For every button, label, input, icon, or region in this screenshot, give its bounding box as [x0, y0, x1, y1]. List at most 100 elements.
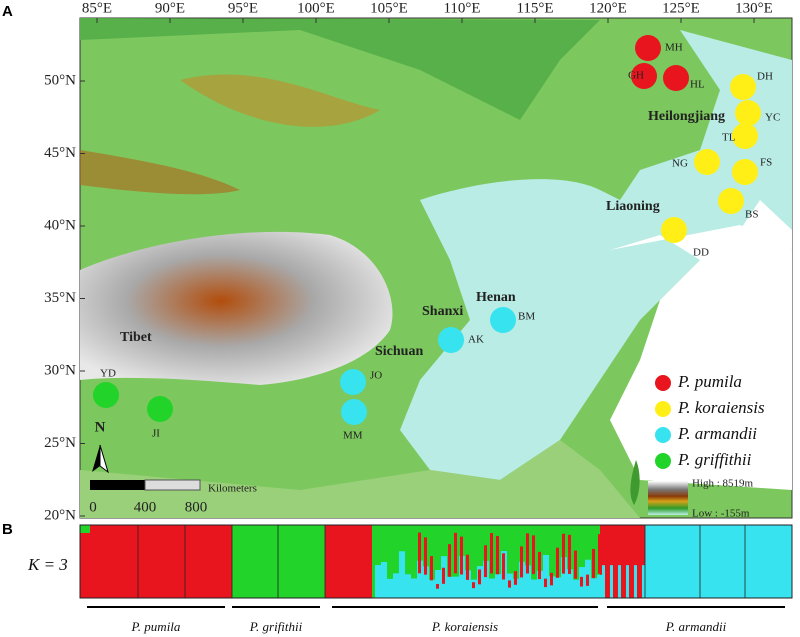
panel-label: B — [2, 521, 13, 538]
site-marker — [341, 399, 367, 425]
ancestry-block — [519, 561, 525, 598]
scale-unit: Kilometers — [208, 483, 257, 495]
region-label: Heilongjiang — [648, 109, 725, 124]
ancestry-block — [580, 576, 583, 587]
site-marker — [631, 63, 657, 89]
ancestry-block — [325, 525, 372, 598]
site-label: JO — [370, 370, 382, 382]
map-background — [79, 17, 793, 519]
site-marker — [718, 188, 744, 214]
ancestry-block — [430, 556, 433, 581]
ancestry-block — [435, 569, 441, 598]
lat-label: 35°N — [44, 290, 76, 306]
lat-label: 25°N — [44, 435, 76, 451]
ancestry-block — [574, 550, 577, 579]
site-marker — [147, 396, 173, 422]
ancestry-block — [489, 578, 495, 598]
site-label: DH — [757, 71, 773, 83]
lat-label: 50°N — [44, 72, 76, 88]
ancestry-block — [80, 525, 90, 533]
ancestry-block — [513, 578, 519, 598]
site-marker — [732, 123, 758, 149]
site-label: DD — [693, 247, 709, 259]
ancestry-block — [448, 544, 451, 577]
ancestry-block — [418, 532, 421, 574]
ancestry-block — [80, 525, 232, 598]
group-labels: P. pumila P. grifithii P. koraiensis P. arm… — [87, 606, 785, 634]
elevation-high: High : 8519m — [692, 478, 754, 490]
lon-label: 115°E — [516, 0, 553, 16]
site-marker — [93, 382, 119, 408]
ancestry-block — [460, 536, 463, 575]
ancestry-block — [466, 554, 469, 580]
lat-label: 45°N — [44, 145, 76, 161]
ancestry-block — [562, 533, 565, 574]
ancestry-block — [598, 534, 601, 574]
site-label: YD — [100, 368, 116, 380]
ancestry-block — [417, 560, 423, 598]
ancestry-block — [387, 578, 393, 598]
ancestry-block — [424, 537, 427, 575]
region-labels: Tibet Sichuan Shanxi Henan Liaoning Heilongji… — [120, 109, 725, 359]
latitude-labels: 50°N 45°N 40°N 35°N 30°N 25°N 20°N — [44, 72, 85, 523]
ancestry-block — [478, 569, 481, 585]
ancestry-block — [471, 579, 477, 598]
ancestry-block — [602, 565, 605, 598]
region-label: Sichuan — [375, 344, 423, 359]
ancestry-block — [423, 566, 429, 598]
site-label: NG — [672, 158, 688, 170]
lon-label: 100°E — [297, 0, 335, 16]
ancestry-block — [573, 579, 579, 598]
site-marker — [735, 100, 761, 126]
region-label: Tibet — [120, 330, 152, 345]
elevation-low: Low : -155m — [692, 508, 750, 520]
ancestry-block — [411, 578, 417, 598]
ancestry-block — [393, 573, 399, 598]
ancestry-block — [514, 571, 517, 585]
lon-label: 90°E — [155, 0, 185, 16]
lon-label: 110°E — [443, 0, 480, 16]
legend-marker — [655, 453, 671, 469]
group-label: P. pumila — [131, 619, 181, 634]
ancestry-block — [543, 554, 549, 598]
ancestry-block — [484, 545, 487, 578]
group-label: P. armandii — [665, 619, 727, 634]
site-marker — [490, 307, 516, 333]
ancestry-block — [375, 565, 381, 598]
ancestry-block — [442, 567, 445, 584]
ancestry-block — [538, 551, 541, 580]
site-marker — [635, 35, 661, 61]
panel-label: A — [2, 3, 13, 20]
site-marker — [730, 74, 756, 100]
ancestry-block — [531, 579, 537, 598]
ancestry-block — [429, 579, 435, 598]
ancestry-block — [550, 572, 553, 586]
site-label: YC — [765, 112, 780, 124]
legend-label: P. griffithii — [677, 450, 752, 469]
north-arrow: N — [92, 419, 109, 474]
ancestry-block — [567, 569, 573, 598]
ancestry-block — [459, 555, 465, 598]
ancestry-block — [496, 535, 499, 575]
ancestry-block — [618, 565, 621, 598]
ancestry-block — [597, 574, 603, 598]
legend-label: P. koraiensis — [677, 398, 765, 417]
ancestry-block — [555, 577, 561, 598]
site-label: BS — [745, 209, 758, 221]
site-label: FS — [760, 157, 772, 169]
lon-label: 85°E — [82, 0, 112, 16]
structure-frame — [79, 524, 793, 599]
scale-bar: Kilometers 0 400 800 — [89, 479, 257, 515]
site-label: MH — [665, 42, 683, 54]
ancestry-block — [483, 560, 489, 598]
ancestry-block — [532, 535, 535, 575]
site-marker — [661, 217, 687, 243]
ancestry-block — [490, 533, 493, 574]
legend-label: P. armandii — [677, 424, 757, 443]
lat-label: 30°N — [44, 362, 76, 378]
ancestry-block — [502, 553, 505, 580]
legend-marker — [655, 375, 671, 391]
group-label: P. koraiensis — [431, 619, 498, 634]
legend-marker — [655, 427, 671, 443]
